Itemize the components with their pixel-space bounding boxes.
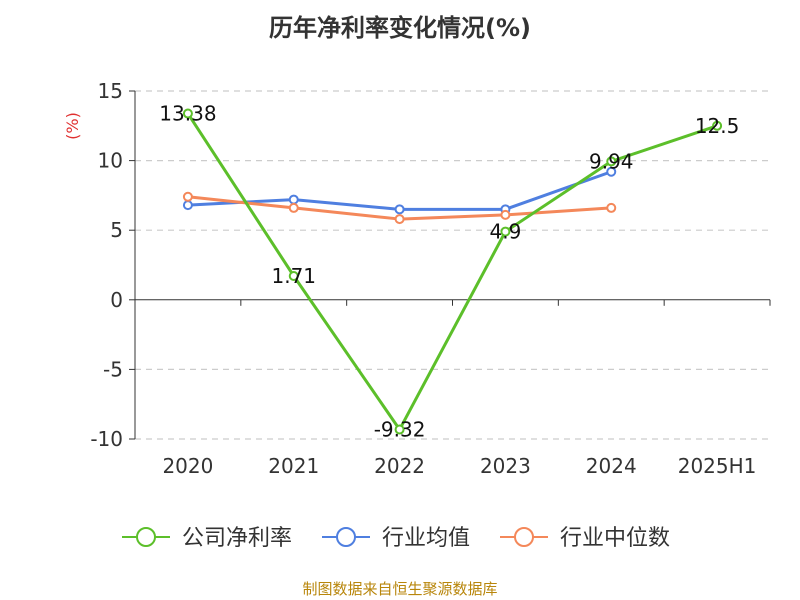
legend-label: 公司净利率 (182, 526, 292, 551)
legend-item: 公司净利率 (122, 526, 292, 551)
series-points (182, 108, 723, 435)
x-tick-label: 2025H1 (678, 454, 757, 478)
data-point (288, 270, 299, 281)
x-tick-label: 2023 (480, 454, 531, 478)
y-tick-label: -5 (103, 357, 123, 381)
y-tick-label: 0 (110, 288, 123, 312)
axes: 15 10 5 0 -5 -10 2020 2021 2022 2023 2024 2025H1 (90, 79, 771, 478)
data-point (712, 120, 723, 131)
data-label: -9.32 (374, 418, 426, 442)
legend-item: 行业均值 (322, 526, 470, 551)
data-labels: 13.38 1.71 -9.32 4.9 9.94 12.5 (159, 102, 739, 442)
data-point (606, 166, 617, 177)
legend-marker (514, 527, 534, 547)
data-point (288, 194, 299, 205)
y-tick-label: -10 (90, 427, 123, 451)
data-point (606, 156, 617, 167)
y-tick-label: 15 (98, 79, 123, 103)
data-point (500, 209, 511, 220)
data-point (500, 226, 511, 237)
x-tick-label: 2022 (374, 454, 425, 478)
y-axis-unit-label: (%) (63, 112, 82, 140)
legend-marker (336, 527, 356, 547)
y-tick-label: 5 (110, 218, 123, 242)
data-label: 12.5 (695, 114, 740, 138)
data-point (182, 200, 193, 211)
legend-label: 行业中位数 (560, 526, 670, 551)
legend: 公司净利率 行业均值 行业中位数 (122, 526, 670, 551)
data-label: 13.38 (159, 102, 216, 126)
legend-marker (136, 527, 156, 547)
data-point (606, 202, 617, 213)
legend-item: 行业中位数 (500, 526, 670, 551)
x-tick-label: 2024 (586, 454, 637, 478)
y-tick-label: 10 (98, 149, 123, 173)
source-footer: 制图数据来自恒生聚源数据库 (302, 580, 498, 598)
chart-title: 历年净利率变化情况(%) (269, 14, 531, 42)
x-tick-label: 2020 (162, 454, 213, 478)
data-label: 1.71 (271, 264, 316, 288)
data-point (288, 202, 299, 213)
series-line-1 (186, 112, 718, 432)
legend-label: 行业均值 (382, 526, 470, 551)
data-point (394, 214, 405, 225)
data-point (394, 204, 405, 215)
data-label: 4.9 (490, 220, 522, 244)
gridlines (135, 90, 770, 440)
x-tick-label: 2021 (268, 454, 319, 478)
data-label: 9.94 (589, 149, 634, 173)
data-point (394, 424, 405, 435)
data-point (182, 191, 193, 202)
data-point (182, 108, 193, 119)
